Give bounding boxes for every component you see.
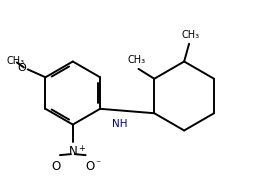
Text: NH: NH — [112, 119, 127, 129]
Text: N: N — [68, 145, 77, 158]
Text: ⁻: ⁻ — [96, 159, 101, 169]
Text: CH₃: CH₃ — [7, 56, 25, 66]
Text: +: + — [78, 144, 85, 153]
Text: O: O — [51, 160, 61, 173]
Text: CH₃: CH₃ — [128, 55, 146, 65]
Text: O: O — [17, 63, 26, 73]
Text: CH₃: CH₃ — [181, 30, 199, 40]
Text: O: O — [85, 160, 94, 173]
